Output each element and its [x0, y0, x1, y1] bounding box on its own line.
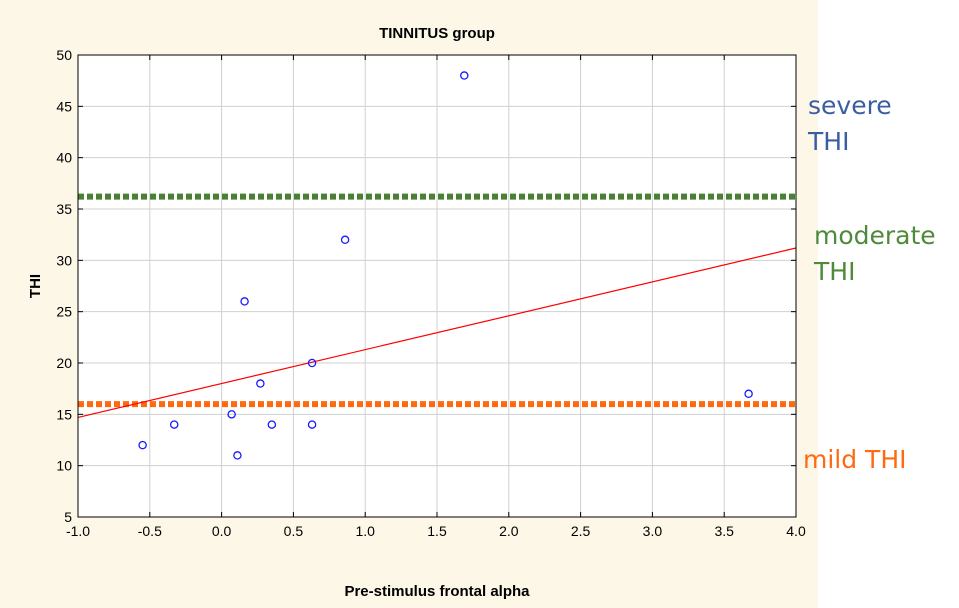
- y-tick-label: 30: [56, 252, 72, 268]
- x-tick-label: 3.0: [643, 523, 663, 539]
- y-tick-label: 50: [56, 47, 72, 63]
- data-point: [267, 420, 277, 429]
- data-point: [744, 389, 753, 399]
- annotation-moderate-thi: moderate THI: [814, 218, 936, 290]
- regression-line-group: [77, 247, 797, 418]
- threshold-lines: [78, 193, 796, 408]
- x-tick-label: 0.0: [212, 523, 232, 539]
- y-tick-label: 15: [56, 406, 72, 422]
- y-tick-label: 40: [56, 150, 72, 166]
- x-tick-label: 4.0: [786, 523, 806, 539]
- x-tick-label: 1.0: [355, 523, 375, 539]
- data-point: [460, 71, 469, 80]
- chart-title: TINNITUS group: [379, 25, 495, 42]
- x-axis-label: Pre-stimulus frontal alpha: [344, 583, 530, 600]
- regression-line: [77, 247, 797, 418]
- y-tick-labels: 5 10 15 20 25 30 35 40 45 50: [56, 47, 72, 525]
- annotation-severe-thi: severe THI: [808, 88, 892, 160]
- y-tick-label: 5: [64, 509, 72, 525]
- annotation-mild-line1: mild THI: [803, 445, 907, 474]
- axis-ticks: [77, 54, 797, 518]
- y-tick-label: 10: [56, 458, 72, 474]
- annotation-severe-line2: THI: [808, 127, 850, 156]
- x-tick-label: 1.5: [427, 523, 447, 539]
- data-point: [233, 451, 242, 460]
- x-tick-label: 3.5: [714, 523, 734, 539]
- data-point: [307, 358, 317, 368]
- data-point: [227, 410, 236, 419]
- data-point: [340, 235, 350, 245]
- data-point: [256, 379, 265, 388]
- annotation-mild-thi: mild THI: [803, 442, 907, 478]
- grid: [78, 55, 796, 517]
- data-points: [138, 71, 753, 460]
- x-tick-label: -0.5: [138, 523, 162, 539]
- y-tick-label: 25: [56, 304, 72, 320]
- y-axis-label: THI: [27, 274, 44, 298]
- annotation-severe-line1: severe: [808, 91, 892, 120]
- x-tick-label: 0.5: [284, 523, 304, 539]
- annotation-moderate-line2: THI: [814, 257, 856, 286]
- annotation-moderate-line1: moderate: [814, 221, 936, 250]
- x-tick-label: -1.0: [66, 523, 90, 539]
- y-tick-label: 45: [56, 98, 72, 114]
- y-tick-label: 35: [56, 201, 72, 217]
- data-point: [240, 297, 249, 306]
- data-point: [169, 420, 179, 429]
- x-tick-label: 2.5: [571, 523, 591, 539]
- x-tick-labels: -1.0 -0.5 0.0 0.5 1.0 1.5 2.0 2.5 3.0 3.5 4.0: [66, 523, 806, 539]
- data-point: [138, 440, 147, 450]
- x-tick-label: 2.0: [499, 523, 519, 539]
- y-tick-label: 20: [56, 355, 72, 371]
- data-point: [307, 420, 317, 429]
